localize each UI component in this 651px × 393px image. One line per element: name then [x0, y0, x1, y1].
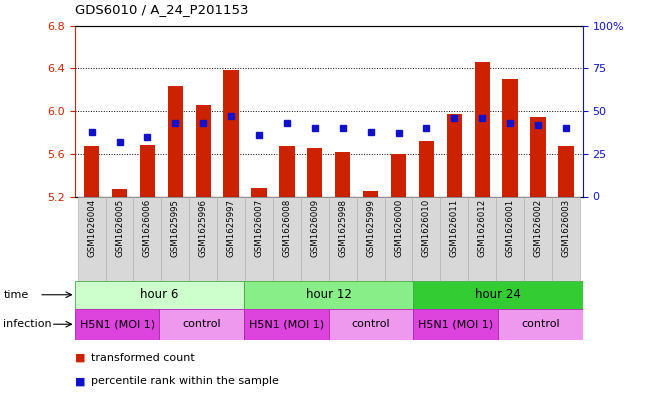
Bar — [498, 309, 583, 340]
Bar — [357, 196, 385, 281]
Text: GSM1626010: GSM1626010 — [422, 199, 431, 257]
Bar — [273, 196, 301, 281]
Bar — [552, 196, 580, 281]
Text: GSM1625999: GSM1625999 — [366, 199, 375, 257]
Text: GSM1626007: GSM1626007 — [255, 199, 264, 257]
Bar — [307, 149, 322, 196]
Text: GSM1625995: GSM1625995 — [171, 199, 180, 257]
Bar — [159, 309, 244, 340]
Text: GDS6010 / A_24_P201153: GDS6010 / A_24_P201153 — [75, 3, 249, 16]
Bar — [391, 154, 406, 196]
Bar — [140, 145, 155, 196]
Bar — [161, 196, 189, 281]
Bar — [329, 196, 357, 281]
Text: GSM1626002: GSM1626002 — [534, 199, 542, 257]
Bar — [475, 62, 490, 196]
Bar — [168, 86, 183, 196]
Text: control: control — [521, 319, 560, 329]
Bar — [279, 146, 294, 196]
Bar — [105, 196, 133, 281]
Text: GSM1626004: GSM1626004 — [87, 199, 96, 257]
Text: GSM1626005: GSM1626005 — [115, 199, 124, 257]
Text: GSM1626009: GSM1626009 — [311, 199, 319, 257]
Text: ■: ■ — [75, 376, 85, 386]
Bar — [329, 309, 413, 340]
Bar — [363, 191, 378, 196]
Text: GSM1625997: GSM1625997 — [227, 199, 236, 257]
Text: GSM1626001: GSM1626001 — [506, 199, 514, 257]
Text: GSM1626012: GSM1626012 — [478, 199, 487, 257]
Bar — [84, 146, 99, 196]
Bar — [503, 79, 518, 196]
Text: hour 12: hour 12 — [306, 288, 352, 301]
Bar — [75, 281, 244, 309]
Text: percentile rank within the sample: percentile rank within the sample — [91, 376, 279, 386]
Bar — [531, 118, 546, 196]
Bar — [413, 281, 583, 309]
Bar — [251, 188, 267, 196]
Text: GSM1626011: GSM1626011 — [450, 199, 459, 257]
Bar — [440, 196, 468, 281]
Text: GSM1626006: GSM1626006 — [143, 199, 152, 257]
Bar — [301, 196, 329, 281]
Bar — [75, 309, 159, 340]
Text: ■: ■ — [75, 353, 85, 363]
Text: GSM1626000: GSM1626000 — [394, 199, 403, 257]
Bar — [413, 196, 440, 281]
Bar — [195, 105, 211, 196]
Text: GSM1625998: GSM1625998 — [339, 199, 347, 257]
Bar — [419, 141, 434, 196]
Text: transformed count: transformed count — [91, 353, 195, 363]
Bar — [245, 196, 273, 281]
Text: GSM1626008: GSM1626008 — [283, 199, 292, 257]
Bar — [189, 196, 217, 281]
Bar — [244, 281, 413, 309]
Bar — [447, 114, 462, 196]
Text: H5N1 (MOI 1): H5N1 (MOI 1) — [418, 319, 493, 329]
Bar — [558, 146, 574, 196]
Bar — [524, 196, 552, 281]
Text: hour 24: hour 24 — [475, 288, 521, 301]
Text: control: control — [182, 319, 221, 329]
Bar — [223, 70, 239, 196]
Text: hour 6: hour 6 — [141, 288, 178, 301]
Bar — [112, 189, 127, 196]
Bar — [133, 196, 161, 281]
Bar — [496, 196, 524, 281]
Text: time: time — [3, 290, 29, 300]
Text: control: control — [352, 319, 391, 329]
Bar — [335, 152, 350, 196]
Bar — [217, 196, 245, 281]
Bar — [385, 196, 413, 281]
Bar — [413, 309, 498, 340]
Text: GSM1625996: GSM1625996 — [199, 199, 208, 257]
Bar — [77, 196, 105, 281]
Bar — [244, 309, 329, 340]
Text: H5N1 (MOI 1): H5N1 (MOI 1) — [79, 319, 155, 329]
Text: GSM1626003: GSM1626003 — [561, 199, 570, 257]
Bar — [468, 196, 496, 281]
Text: H5N1 (MOI 1): H5N1 (MOI 1) — [249, 319, 324, 329]
Text: infection: infection — [3, 319, 52, 329]
